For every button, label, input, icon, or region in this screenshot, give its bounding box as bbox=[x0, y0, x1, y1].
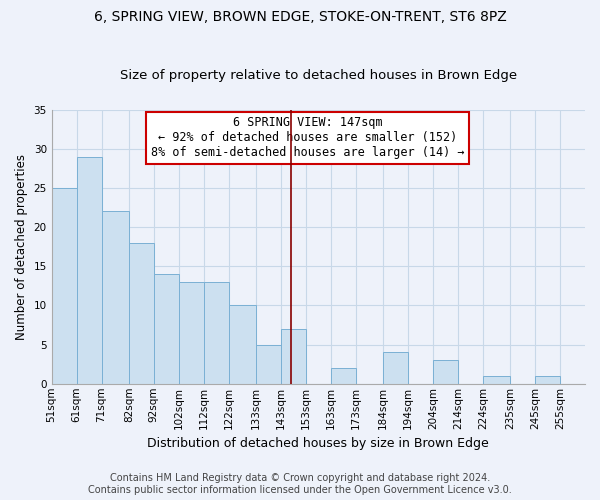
Bar bbox=[203, 282, 229, 384]
Text: Contains HM Land Registry data © Crown copyright and database right 2024.
Contai: Contains HM Land Registry data © Crown c… bbox=[88, 474, 512, 495]
Bar bbox=[383, 352, 408, 384]
Bar bbox=[77, 156, 101, 384]
Bar bbox=[281, 329, 306, 384]
X-axis label: Distribution of detached houses by size in Brown Edge: Distribution of detached houses by size … bbox=[148, 437, 489, 450]
Bar bbox=[154, 274, 179, 384]
Text: 6 SPRING VIEW: 147sqm
← 92% of detached houses are smaller (152)
8% of semi-deta: 6 SPRING VIEW: 147sqm ← 92% of detached … bbox=[151, 116, 464, 160]
Bar bbox=[483, 376, 510, 384]
Bar bbox=[129, 242, 154, 384]
Bar bbox=[331, 368, 356, 384]
Bar bbox=[179, 282, 203, 384]
Bar bbox=[101, 212, 129, 384]
Y-axis label: Number of detached properties: Number of detached properties bbox=[15, 154, 28, 340]
Bar bbox=[535, 376, 560, 384]
Bar bbox=[433, 360, 458, 384]
Title: Size of property relative to detached houses in Brown Edge: Size of property relative to detached ho… bbox=[120, 69, 517, 82]
Bar bbox=[256, 344, 281, 384]
Bar bbox=[52, 188, 77, 384]
Bar bbox=[229, 306, 256, 384]
Text: 6, SPRING VIEW, BROWN EDGE, STOKE-ON-TRENT, ST6 8PZ: 6, SPRING VIEW, BROWN EDGE, STOKE-ON-TRE… bbox=[94, 10, 506, 24]
